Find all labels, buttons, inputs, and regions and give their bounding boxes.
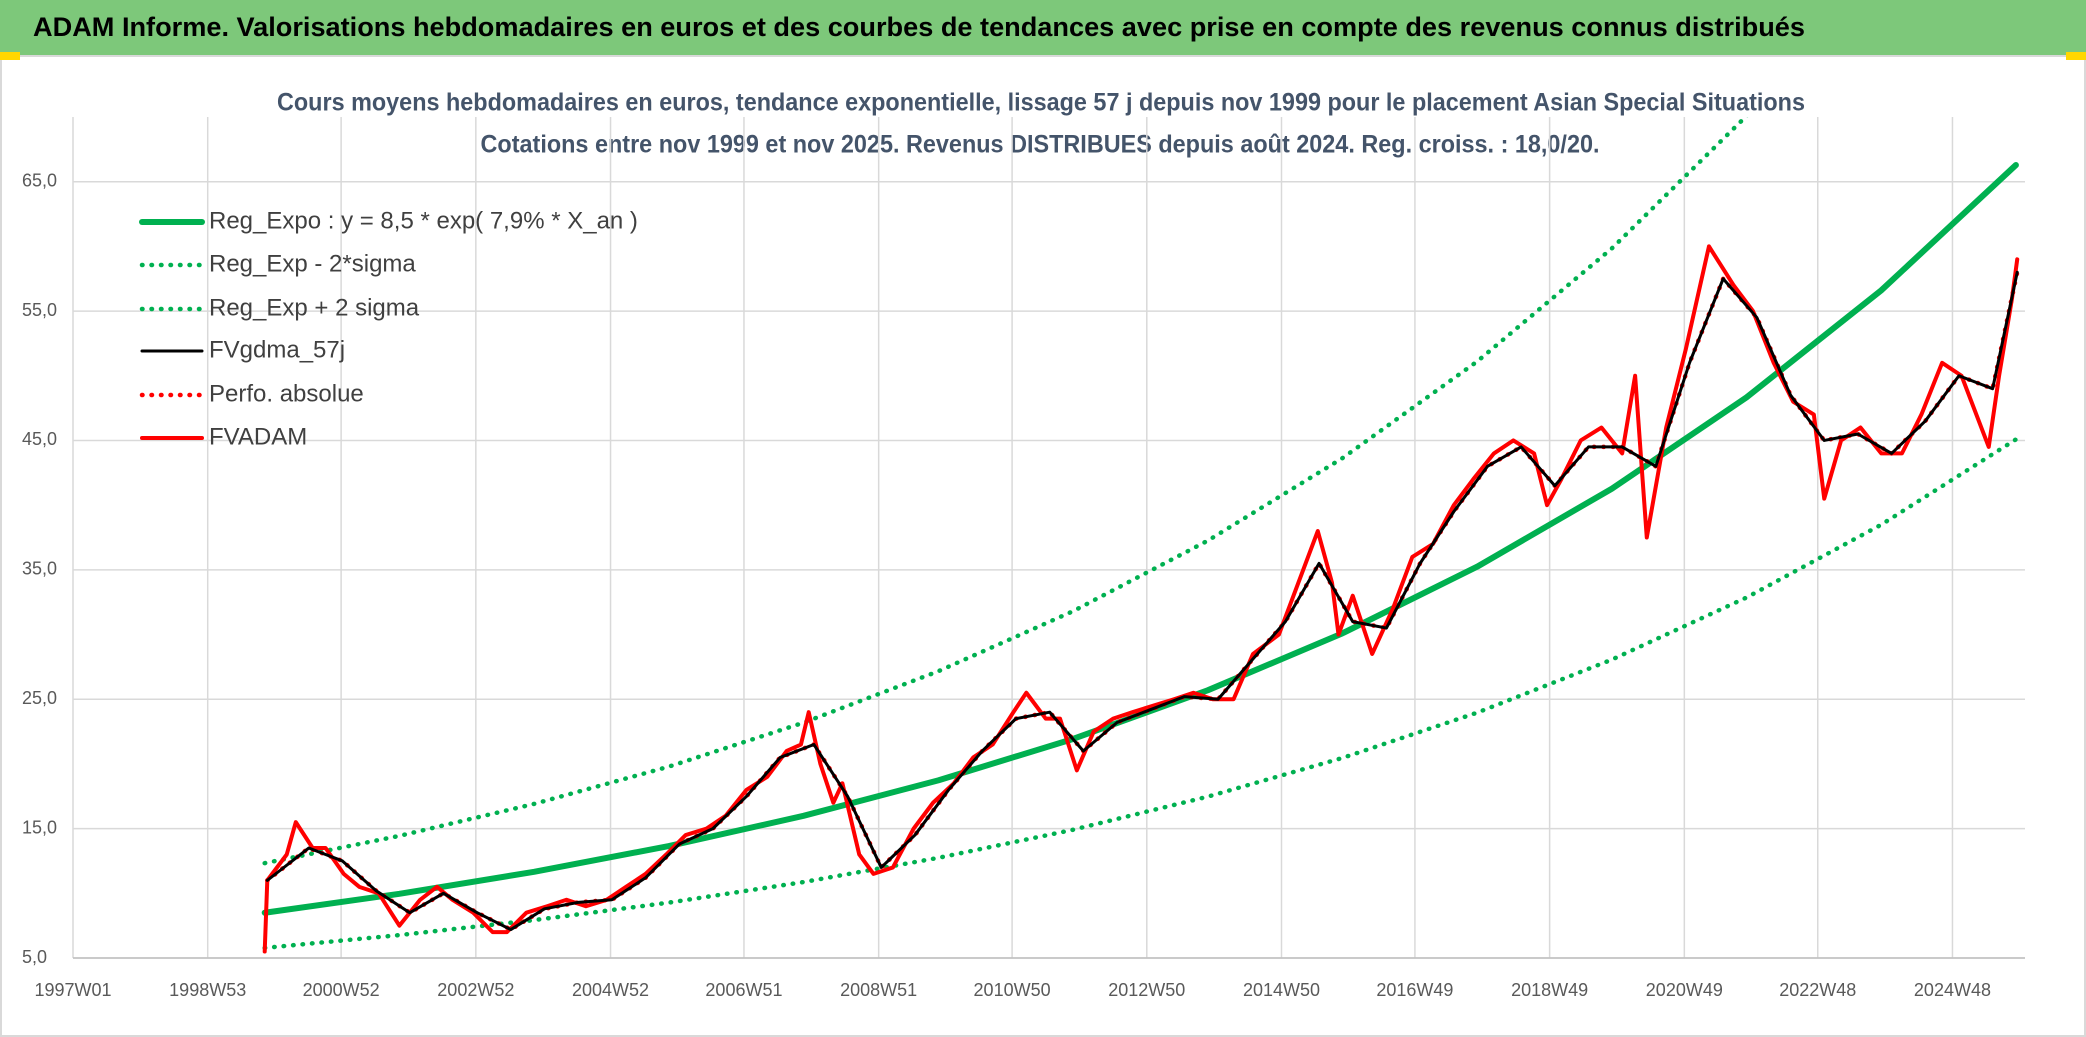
plot-area xyxy=(261,117,2020,954)
y-tick-label: 35,0 xyxy=(22,559,57,579)
grid: 5,0 15,0 25,0 35,0 45,0 55,0 65,0 1997W01 1998W5… xyxy=(22,117,2025,1000)
y-tick-label: 45,0 xyxy=(22,429,57,449)
x-tick-label: 2016W49 xyxy=(1376,980,1453,1000)
legend-label: Reg_Exp + 2 sigma xyxy=(209,294,420,321)
legend-label: Reg_Expo : y = 8,5 * exp( 7,9% * X_an ) xyxy=(209,207,638,234)
x-tick-label: 2012W50 xyxy=(1108,980,1185,1000)
header-title: ADAM Informe. Valorisations hebdomadaire… xyxy=(33,12,1805,42)
y-tick-label: 5,0 xyxy=(22,947,47,967)
x-tick-label: 2002W52 xyxy=(437,980,514,1000)
series-line xyxy=(262,244,2020,954)
x-tick-label: 2008W51 xyxy=(840,980,917,1000)
x-tick-label: 1997W01 xyxy=(34,980,111,1000)
y-tick-label: 25,0 xyxy=(22,688,57,708)
chart-frame xyxy=(0,55,2086,1037)
y-tick-label: 15,0 xyxy=(22,817,57,837)
x-tick-label: 2006W51 xyxy=(705,980,782,1000)
legend: Reg_Expo : y = 8,5 * exp( 7,9% * X_an ) R… xyxy=(139,207,638,450)
y-tick-label: 65,0 xyxy=(22,170,57,190)
chart-subtitle: Cotations entre nov 1999 et nov 2025. Re… xyxy=(481,131,1600,159)
x-tick-label: 1998W53 xyxy=(169,980,246,1000)
series-line xyxy=(262,437,2019,951)
corner-mark xyxy=(0,52,20,60)
series-line xyxy=(265,270,2019,932)
x-tick-label: 2010W50 xyxy=(974,980,1051,1000)
header-bar xyxy=(0,0,2086,55)
chart-title: Cours moyens hebdomadaires en euros, ten… xyxy=(277,89,1805,117)
legend-label: FVADAM xyxy=(209,423,307,450)
corner-mark xyxy=(2066,52,2086,60)
x-tick-label: 2022W48 xyxy=(1779,980,1856,1000)
y-tick-label: 55,0 xyxy=(22,300,57,320)
x-tick-label: 2014W50 xyxy=(1243,980,1320,1000)
legend-label: Perfo. absolue xyxy=(209,380,364,407)
x-tick-label: 2004W52 xyxy=(572,980,649,1000)
legend-label: Reg_Exp - 2*sigma xyxy=(209,250,416,277)
x-tick-label: 2018W49 xyxy=(1511,980,1588,1000)
x-tick-label: 2000W52 xyxy=(303,980,380,1000)
legend-label: FVgdma_57j xyxy=(209,336,345,363)
x-tick-label: 2024W48 xyxy=(1914,980,1991,1000)
x-tick-label: 2020W49 xyxy=(1646,980,1723,1000)
